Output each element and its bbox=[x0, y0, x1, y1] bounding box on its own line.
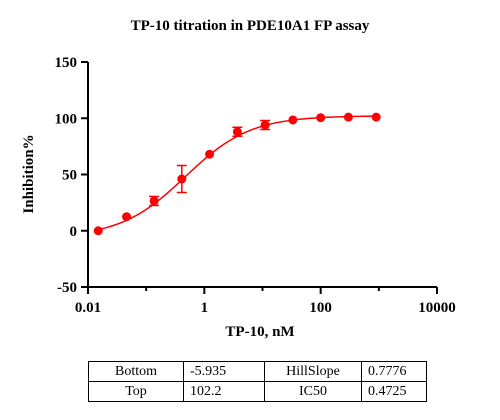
y-tick-label: 150 bbox=[55, 55, 78, 71]
table-cell-param-name: Top bbox=[88, 381, 184, 402]
fit-parameters-table: Bottom -5.935 HillSlope 0.7776 Top 102.2… bbox=[88, 361, 427, 402]
y-tick-label: -50 bbox=[57, 280, 77, 296]
x-axis-label: TP-10, nM bbox=[225, 324, 294, 340]
data-point bbox=[288, 115, 298, 125]
table-cell-param-value: -5.935 bbox=[183, 361, 265, 382]
y-tick-label: 0 bbox=[70, 224, 78, 240]
chart-title: TP-10 titration in PDE10A1 FP assay bbox=[130, 18, 370, 34]
x-tick-label: 0.01 bbox=[75, 300, 101, 316]
data-point bbox=[122, 212, 132, 222]
data-point bbox=[371, 112, 381, 122]
x-tick-label: 10000 bbox=[418, 300, 456, 316]
table-cell-param-name: HillSlope bbox=[264, 361, 362, 382]
chart-plot: 150 100 50 0 -50 0.01 1 100 10000 TP-10, nM Inhi… bbox=[21, 55, 456, 340]
data-point bbox=[205, 149, 215, 159]
table-cell-param-value: 102.2 bbox=[183, 381, 265, 402]
table-cell-param-value: 0.7776 bbox=[361, 361, 427, 382]
table-cell-param-name: Bottom bbox=[88, 361, 184, 382]
y-tick-label: 100 bbox=[55, 111, 78, 127]
y-tick-label: 50 bbox=[62, 168, 77, 184]
axes: 150 100 50 0 -50 0.01 1 100 10000 bbox=[55, 55, 456, 316]
y-axis-label: Inhibition% bbox=[21, 134, 37, 213]
table-row: Top 102.2 IC50 0.4725 bbox=[88, 381, 427, 402]
table-row: Bottom -5.935 HillSlope 0.7776 bbox=[88, 361, 427, 382]
table-cell-param-value: 0.4725 bbox=[361, 381, 427, 402]
data-point bbox=[177, 174, 187, 184]
data-point bbox=[149, 196, 159, 206]
data-marks bbox=[93, 112, 381, 236]
x-tick-label: 1 bbox=[201, 300, 209, 316]
data-point bbox=[316, 113, 326, 123]
x-tick-label: 100 bbox=[309, 300, 332, 316]
data-point bbox=[343, 112, 353, 122]
data-point bbox=[93, 226, 103, 236]
data-point bbox=[232, 127, 242, 137]
data-point bbox=[260, 120, 270, 130]
table-cell-param-name: IC50 bbox=[264, 381, 362, 402]
